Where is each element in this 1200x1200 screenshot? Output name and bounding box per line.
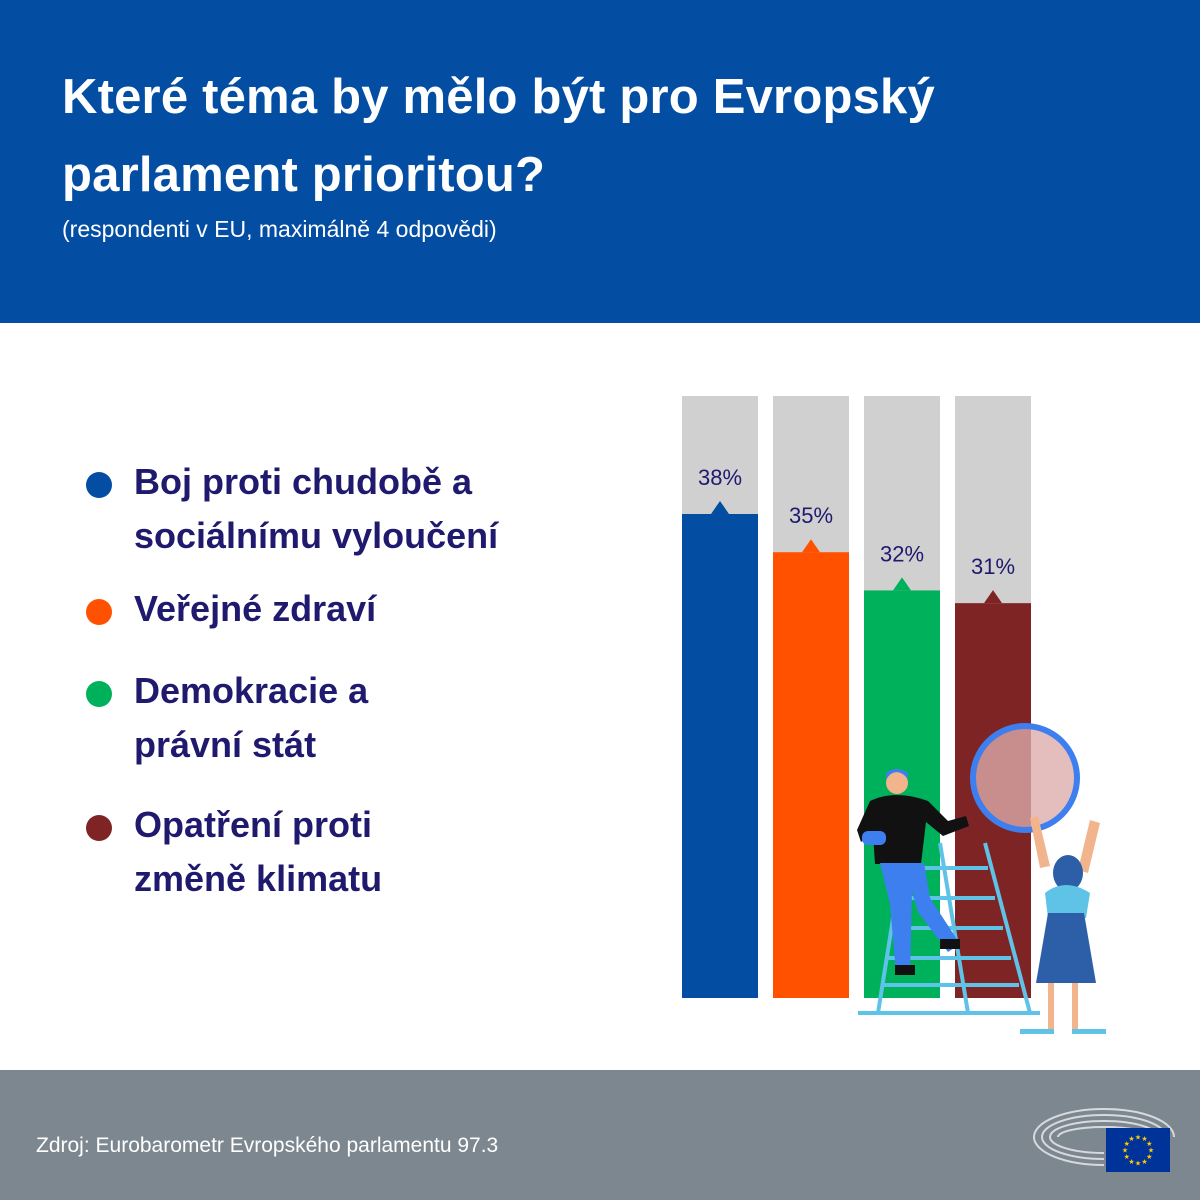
legend-item-health: Veřejné zdraví — [86, 582, 574, 636]
legend-item-poverty: Boj proti chudobě a sociálnímu vyloučení — [86, 455, 574, 563]
eu-star-icon: ★ — [1128, 1158, 1134, 1166]
legend-label-poverty: Boj proti chudobě a sociálnímu vyloučení — [134, 461, 499, 556]
eu-star-icon: ★ — [1124, 1140, 1130, 1148]
eu-star-icon: ★ — [1141, 1135, 1147, 1143]
legend-dot-democracy — [86, 681, 112, 707]
eu-flag-icon: ★ ★★★★★★★★★★★ — [1106, 1128, 1170, 1172]
eu-star-icon: ★ — [1146, 1153, 1152, 1161]
legend-dot-health — [86, 599, 112, 625]
people-with-magnifier-illustration — [857, 723, 1106, 1034]
bar-pointer-poverty — [711, 501, 729, 514]
bar-poverty — [682, 514, 758, 998]
eu-star-icon: ★ — [1141, 1158, 1147, 1166]
man-figure-icon — [857, 769, 969, 975]
bars-layer: 38% 35% 32% 31% — [682, 396, 1031, 998]
woman-figure-icon — [1020, 816, 1106, 1034]
bar-pointer-climate — [984, 590, 1002, 604]
eu-star-icon: ★ — [1148, 1147, 1154, 1155]
value-label-democracy: 32% — [880, 541, 924, 566]
bar-pointer-health — [802, 539, 820, 553]
source-text: Zdroj: Eurobarometr Evropského parlament… — [36, 1134, 499, 1157]
eu-star-icon: ★ — [1135, 1134, 1141, 1142]
header: Které téma by mělo být pro Evropský parl… — [0, 0, 1200, 323]
bar-chart: 38% 35% 32% 31% — [682, 396, 1106, 1034]
value-label-climate: 31% — [971, 554, 1015, 579]
legend-label-climate: Opatření proti změně klimatu — [134, 804, 383, 899]
eu-star-icon: ★ — [1128, 1135, 1134, 1143]
eu-star-icon: ★ — [1124, 1153, 1130, 1161]
european-parliament-logo-icon — [1033, 1108, 1175, 1166]
footer: Zdroj: Eurobarometr Evropského parlament… — [0, 1070, 1200, 1200]
page-subtitle: (respondenti v EU, maximálně 4 odpovědi) — [62, 216, 497, 242]
value-label-health: 35% — [789, 503, 833, 528]
eu-star-icon: ★ — [1135, 1160, 1141, 1168]
legend-item-climate: Opatření proti změně klimatu — [86, 798, 434, 906]
legend-dot-poverty — [86, 472, 112, 498]
legend-label-health: Veřejné zdraví — [134, 588, 377, 629]
content-area: Boj proti chudobě a sociálnímu vyloučení… — [0, 323, 1200, 1070]
bar-health — [773, 552, 849, 998]
legend-item-democracy: Demokracie a právní stát — [86, 664, 434, 772]
legend-dot-climate — [86, 815, 112, 841]
eu-star-icon: ★ — [1122, 1147, 1128, 1155]
page-title: Které téma by mělo být pro Evropský parl… — [62, 70, 935, 202]
eu-star-icon: ★ — [1146, 1140, 1152, 1148]
bar-pointer-democracy — [893, 577, 911, 591]
value-label-poverty: 38% — [698, 465, 742, 490]
legend-label-democracy: Demokracie a právní stát — [134, 670, 369, 765]
magnifier-icon — [970, 723, 1080, 833]
